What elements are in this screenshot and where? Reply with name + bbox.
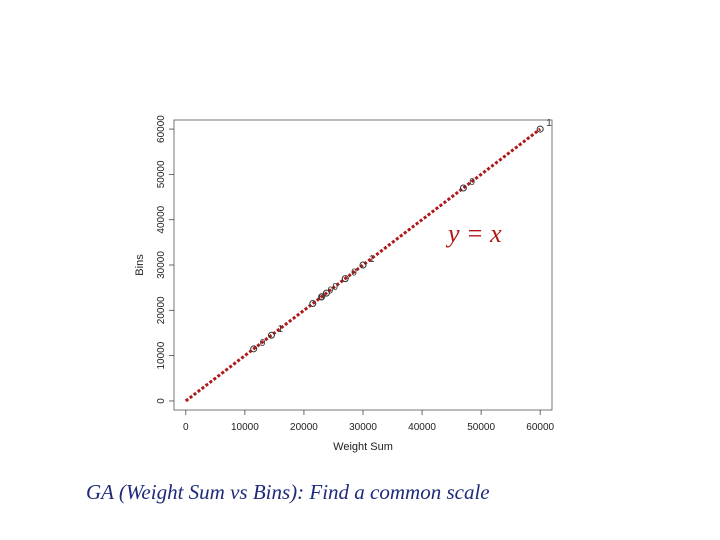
x-tick-label: 10000 — [231, 422, 259, 433]
data-point — [459, 184, 467, 192]
data-point-label: 0 — [332, 282, 338, 293]
data-point-label: 0 — [328, 286, 334, 297]
y-equals-x-annotation: y = x — [445, 219, 502, 248]
data-point-label: 0 — [260, 338, 266, 349]
x-axis: 0 10000 20000 30000 40000 50000 60000 — [183, 410, 555, 433]
x-tick-label: 0 — [183, 422, 189, 433]
y-tick-label: 10000 — [156, 341, 167, 369]
data-point-label: 0 — [319, 293, 325, 304]
y-axis-title: Bins — [134, 254, 146, 276]
y-tick-label: 20000 — [156, 296, 167, 324]
data-point — [341, 275, 349, 283]
data-point-label: 1 — [277, 324, 283, 335]
data-point-label: 0 — [351, 268, 357, 279]
data-point — [309, 300, 317, 308]
data-point-label: 1 — [369, 254, 375, 265]
data-point — [536, 125, 544, 133]
x-tick-label: 60000 — [526, 422, 554, 433]
data-point — [267, 331, 275, 339]
y-equals-x-line — [184, 127, 542, 403]
data-point — [322, 289, 330, 297]
y-tick-label: 50000 — [156, 160, 167, 188]
x-axis-title: Weight Sum — [333, 441, 393, 453]
x-tick-label: 50000 — [467, 422, 495, 433]
y-axis: 0 10000 20000 30000 40000 50000 60000 — [156, 115, 174, 404]
data-point — [250, 345, 258, 353]
y-tick-label: 0 — [156, 398, 167, 404]
data-point — [359, 261, 367, 269]
data-point-label: 1 — [546, 118, 552, 129]
data-point-label: 0 — [469, 177, 475, 188]
slide-caption: GA (Weight Sum vs Bins): Find a common s… — [86, 480, 490, 504]
x-tick-label: 30000 — [349, 422, 377, 433]
y-tick-label: 40000 — [156, 205, 167, 233]
data-point — [318, 293, 326, 301]
x-tick-label: 40000 — [408, 422, 436, 433]
y-tick-label: 60000 — [156, 115, 167, 143]
y-tick-label: 30000 — [156, 251, 167, 279]
x-tick-label: 20000 — [290, 422, 318, 433]
